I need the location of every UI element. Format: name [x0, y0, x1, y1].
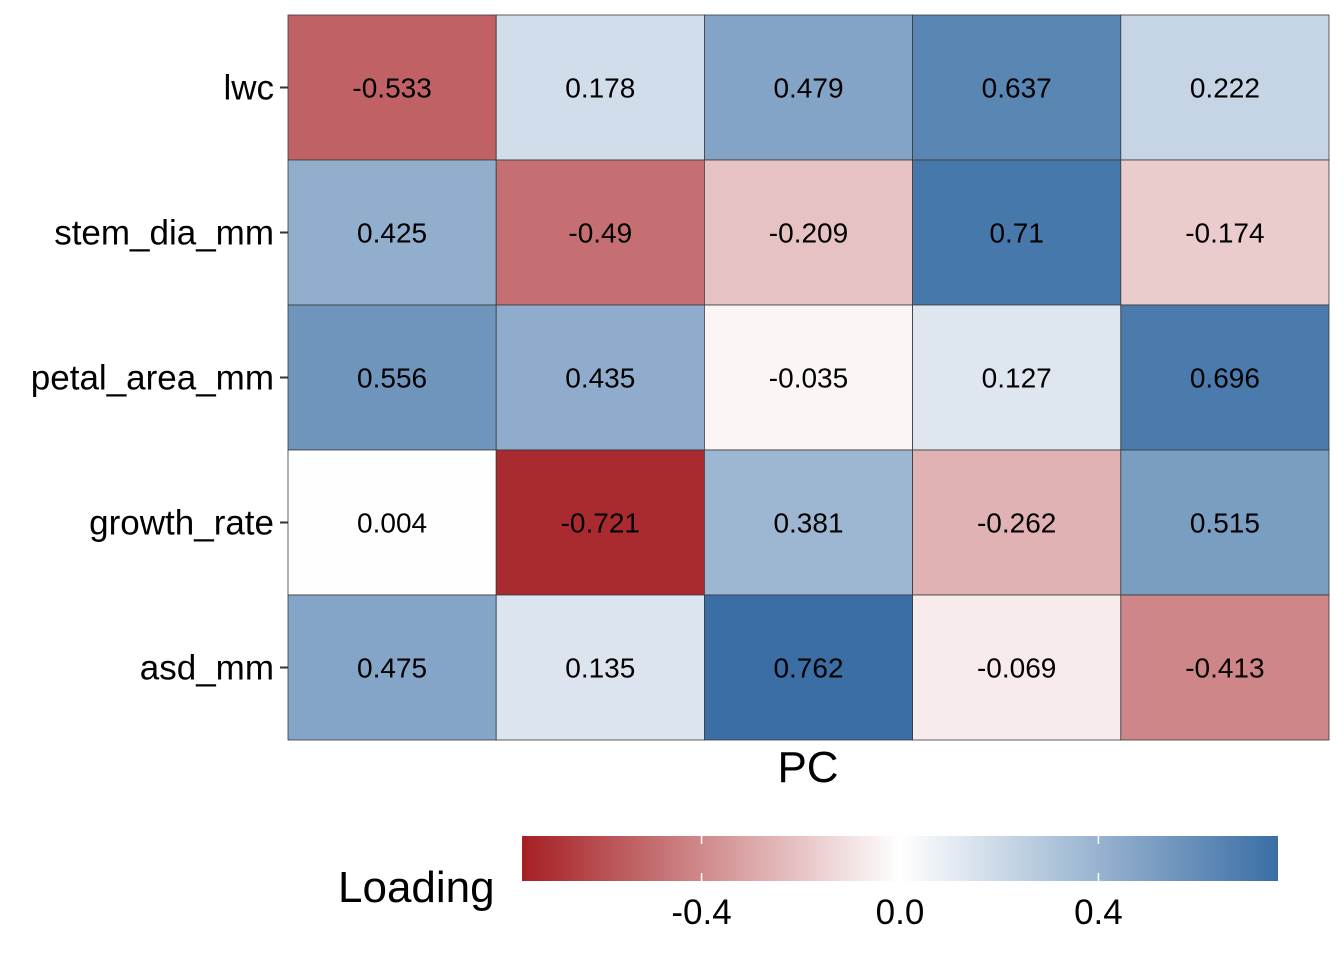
legend-tick-label: 0.0 [876, 893, 925, 932]
heatmap-cell [704, 14, 914, 161]
cell-value-label: 0.515 [1190, 508, 1260, 539]
heatmap-cell [495, 159, 705, 306]
cell-value-label: 0.178 [565, 73, 635, 104]
legend-tick-label: 0.4 [1074, 893, 1123, 932]
cell-value-label: -0.035 [769, 363, 848, 394]
heatmap-cell [495, 14, 705, 161]
cell-value-label: 0.381 [773, 508, 843, 539]
heatmap-cell [1120, 449, 1330, 596]
heatmap-cell [287, 159, 497, 306]
cell-value-label: 0.637 [982, 73, 1052, 104]
heatmap-cell [1120, 14, 1330, 161]
cell-value-label: 0.127 [982, 363, 1052, 394]
y-axis: lwc stem_dia_mm petal_area_mm growth_rateas… [31, 69, 288, 688]
heatmap-cell [287, 594, 497, 741]
x-axis-title: PC [777, 743, 838, 792]
cell-value-label: 0.71 [989, 218, 1044, 249]
cell-value-label: 0.425 [357, 218, 427, 249]
cell-value-label: 0.479 [773, 73, 843, 104]
cell-value-label: 0.222 [1190, 73, 1260, 104]
heatmap-cell [704, 159, 914, 306]
legend-ticks: -0.4 0.0 0.4 [671, 836, 1123, 932]
cell-value-label: -0.069 [977, 653, 1056, 684]
heatmap-cell [1120, 304, 1330, 451]
cell-value-label: -0.174 [1185, 218, 1264, 249]
cell-value-label: 0.762 [773, 653, 843, 684]
legend-title: Loading [338, 863, 495, 912]
cell-value-label: -0.413 [1185, 653, 1264, 684]
heatmap-cell [495, 594, 705, 741]
heatmap-cell [495, 449, 705, 596]
heatmap-cell [912, 14, 1122, 161]
cell-value-label: -0.209 [769, 218, 848, 249]
legend-tick-label: -0.4 [671, 893, 731, 932]
y-axis-tick-label: petal_area_mm [31, 359, 274, 398]
heatmap-cells: -0.533 0.178 0.479 0.637 0.222 0.425 -0.49 -0.2… [287, 14, 1330, 741]
cell-value-label: 0.556 [357, 363, 427, 394]
cell-value-label: 0.435 [565, 363, 635, 394]
cell-value-label: -0.49 [568, 218, 632, 249]
y-axis-tick-label: asd_mm [140, 649, 274, 688]
cell-value-label: 0.135 [565, 653, 635, 684]
cell-value-label: 0.475 [357, 653, 427, 684]
y-axis-tick-label: lwc [223, 69, 274, 108]
y-axis-tick-label: stem_dia_mm [54, 214, 274, 253]
cell-value-label: -0.721 [561, 508, 640, 539]
cell-value-label: -0.262 [977, 508, 1056, 539]
cell-value-label: 0.696 [1190, 363, 1260, 394]
heatmap-cell [912, 449, 1122, 596]
heatmap-cell [495, 304, 705, 451]
cell-value-label: 0.004 [357, 508, 427, 539]
legend: Loading -0.4 0.0 0.4 [338, 836, 1278, 932]
heatmap-cell [287, 14, 497, 161]
heatmap-cell [704, 449, 914, 596]
heatmap-cell [1120, 594, 1330, 741]
heatmap-cell [1120, 159, 1330, 306]
heatmap-cell [912, 304, 1122, 451]
y-axis-tick-label: growth_rate [89, 504, 274, 543]
heatmap-cell [704, 594, 914, 741]
heatmap-cell [704, 304, 914, 451]
cell-value-label: -0.533 [352, 73, 431, 104]
